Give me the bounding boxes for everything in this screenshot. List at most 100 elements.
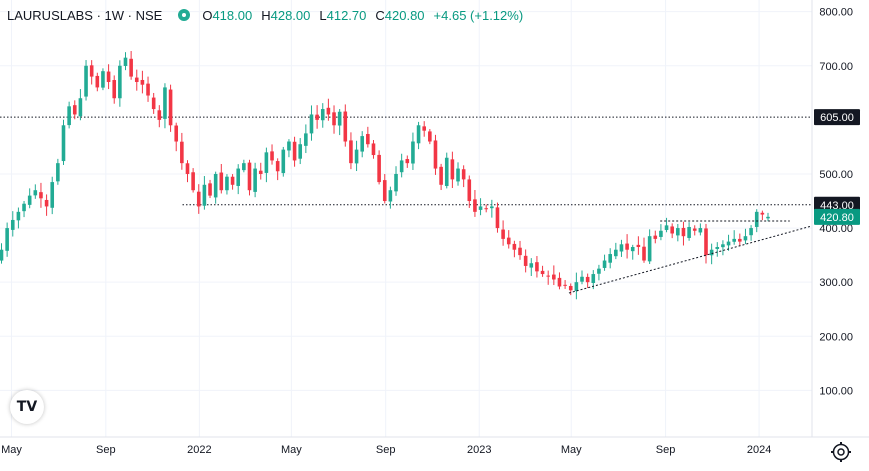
candle-body: [602, 260, 607, 268]
candle-body: [681, 227, 686, 237]
candle-body: [44, 199, 49, 207]
candle-body: [230, 176, 235, 185]
x-tick-label: May: [1, 444, 22, 456]
candle-body: [597, 268, 601, 274]
candle-body: [467, 179, 472, 202]
candle-body: [670, 226, 674, 234]
candle-body: [208, 183, 212, 196]
candle-body: [428, 131, 432, 142]
price-axis[interactable]: 800.00 700.00 500.00 400.00 300.00 200.00 100.…: [819, 7, 853, 398]
candle-body: [349, 140, 353, 164]
candle-body: [5, 228, 9, 251]
candle-body: [754, 211, 759, 227]
candle-body: [343, 111, 348, 142]
gear-icon[interactable]: [829, 440, 853, 464]
candle-body: [535, 262, 539, 272]
price-tag: [814, 109, 860, 126]
candle-body: [399, 160, 404, 173]
candle-body: [619, 244, 624, 252]
candle-body: [394, 173, 398, 192]
candle-body: [146, 83, 150, 96]
candle-body: [292, 141, 297, 161]
candle-body: [151, 97, 156, 110]
x-tick-label: May: [561, 444, 582, 456]
candle-body: [242, 163, 246, 171]
candle-body: [50, 182, 55, 208]
candle-body: [568, 285, 573, 291]
candle-body: [140, 79, 145, 85]
time-axis[interactable]: May Sep 2022 May Sep 2023 May Sep 2024: [1, 444, 771, 456]
candle-body: [709, 249, 714, 256]
candle-body: [129, 58, 133, 77]
x-tick-label: 2023: [467, 444, 491, 456]
candle-body: [450, 159, 455, 180]
candle-body: [721, 244, 725, 248]
candle-body: [422, 126, 427, 131]
candle-body: [298, 144, 303, 159]
candle-body: [473, 199, 477, 212]
x-tick-label: Sep: [656, 444, 676, 456]
y-tick-label: 800.00: [819, 7, 853, 19]
candle-body: [687, 226, 691, 238]
candle-body: [315, 114, 319, 120]
candle-body: [258, 170, 263, 174]
chart-grid: [0, 0, 812, 437]
candle-body: [743, 236, 748, 241]
candle-body: [591, 274, 596, 283]
x-tick-label: Sep: [96, 444, 116, 456]
candle-body: [157, 110, 162, 120]
x-tick-label: May: [281, 444, 302, 456]
x-tick-label: 2022: [187, 444, 211, 456]
candle-body: [304, 133, 308, 146]
candle-body: [377, 154, 381, 183]
candle-body: [118, 65, 122, 99]
candle-body: [715, 247, 720, 249]
candle-body: [523, 255, 528, 266]
candle-body: [202, 184, 207, 206]
candle-body: [636, 244, 641, 248]
low-value: L412.70: [319, 7, 367, 23]
symbol-title[interactable]: LAURUSLABS · 1W · NSE: [7, 7, 163, 23]
candle-body: [180, 141, 184, 164]
candle-body: [490, 206, 494, 209]
candle-body: [95, 75, 100, 88]
x-tick-label: Sep: [376, 444, 396, 456]
horizontal-levels: [0, 116, 812, 206]
candle-body: [540, 270, 545, 275]
candle-body: [332, 112, 336, 126]
y-tick-label: 200.00: [819, 331, 853, 343]
candle-body: [529, 263, 534, 268]
candle-body: [281, 149, 286, 174]
candle-body: [366, 133, 370, 145]
candle-body: [433, 140, 438, 169]
candle-body: [354, 149, 359, 164]
candle-body: [61, 125, 66, 162]
price-tag-label: 605.00: [820, 112, 854, 124]
candles: [0, 51, 770, 300]
candle-body: [506, 237, 511, 245]
candle-body: [123, 57, 128, 66]
candle-body: [726, 241, 731, 246]
candle-body: [101, 71, 105, 88]
close-value: C420.80: [375, 7, 425, 23]
candle-body: [275, 161, 280, 172]
candle-body: [191, 172, 195, 191]
candle-body: [236, 168, 241, 186]
candle-body: [625, 243, 629, 250]
trendlines: [568, 220, 813, 294]
candle-body: [642, 246, 646, 261]
candle-body: [270, 151, 274, 161]
candle-body: [546, 275, 550, 277]
candle-body: [196, 191, 201, 207]
candle-body: [664, 225, 669, 230]
candle-body: [67, 106, 71, 126]
candle-body: [134, 77, 139, 83]
candle-body: [411, 141, 415, 164]
candle-body: [647, 236, 652, 262]
candle-body: [326, 107, 331, 115]
candle-body: [185, 163, 190, 174]
candle-body: [287, 141, 291, 151]
tradingview-logo-icon[interactable]: TV: [10, 390, 44, 424]
candle-body: [56, 163, 60, 182]
